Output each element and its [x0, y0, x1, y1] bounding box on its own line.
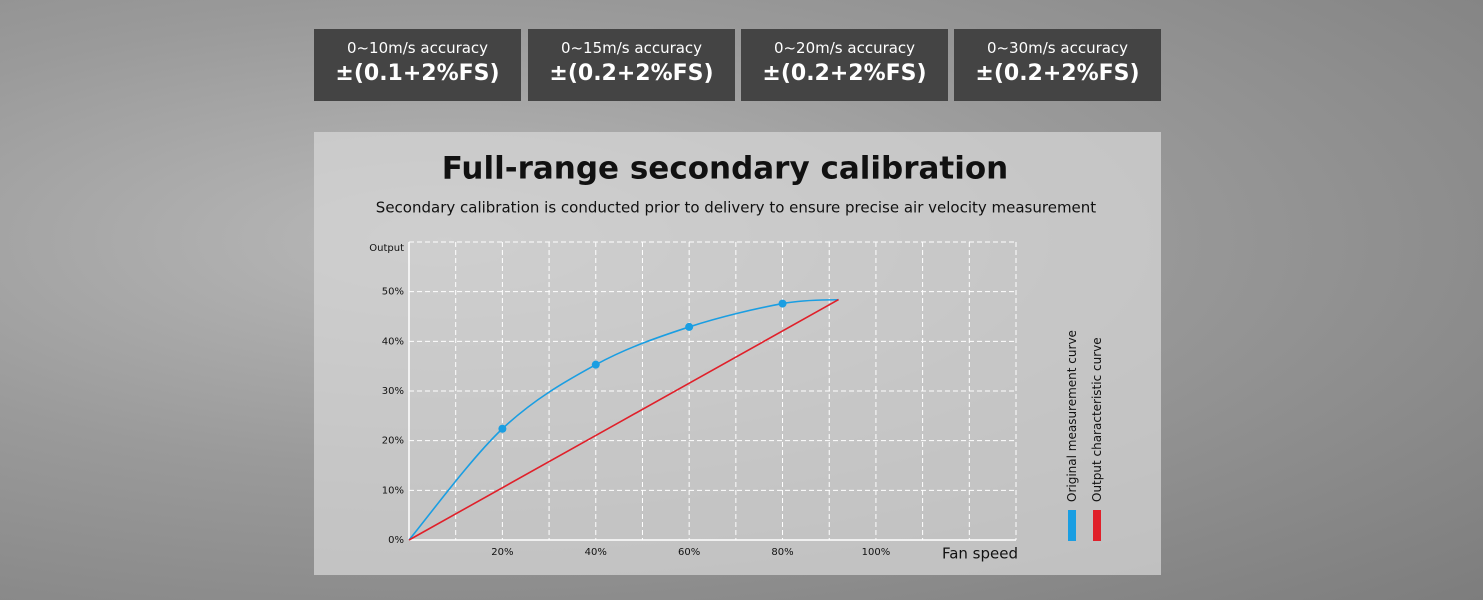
- x-axis-label: Fan speed: [942, 545, 1018, 563]
- legend-swatch: [1068, 510, 1076, 541]
- chart-panel: [314, 132, 1161, 575]
- y-tick-label: 40%: [382, 336, 404, 347]
- point: [685, 322, 694, 331]
- legend-label: Original measurement curve: [1065, 330, 1079, 502]
- y-axis-label: Output: [369, 243, 404, 254]
- accuracy-value: ±(0.2+2%FS): [549, 61, 714, 86]
- legend-swatch: [1093, 510, 1101, 541]
- y-tick-label: 50%: [382, 287, 404, 298]
- line: [408, 298, 839, 541]
- chart-subtitle: Secondary calibration is conducted prior…: [376, 199, 1096, 217]
- y-tick-label: 0%: [388, 535, 404, 546]
- accuracy-range: 0~10m/s accuracy: [346, 39, 489, 57]
- chart-title: Full-range secondary calibration: [442, 151, 1008, 187]
- y-tick-label: 20%: [382, 436, 404, 447]
- accuracy-value: ±(0.1+2%FS): [335, 61, 500, 86]
- point: [591, 360, 600, 369]
- legend-label: Output characteristic curve: [1090, 337, 1104, 502]
- x-tick-label: 80%: [771, 547, 793, 558]
- point: [778, 299, 787, 308]
- x-tick-label: 20%: [491, 547, 513, 558]
- accuracy-range: 0~30m/s accuracy: [986, 39, 1129, 57]
- y-tick-label: 30%: [382, 386, 404, 397]
- accuracy-value: ±(0.2+2%FS): [975, 61, 1140, 86]
- accuracy-box: 0~20m/s accuracy ±(0.2+2%FS): [741, 29, 948, 101]
- accuracy-box: 0~30m/s accuracy ±(0.2+2%FS): [954, 29, 1161, 101]
- accuracy-range: 0~15m/s accuracy: [560, 39, 703, 57]
- point: [498, 424, 507, 433]
- y-tick-label: 10%: [382, 485, 404, 496]
- x-tick-label: 100%: [862, 547, 891, 558]
- x-tick-label: 60%: [678, 547, 700, 558]
- accuracy-box: 0~15m/s accuracy ±(0.2+2%FS): [528, 29, 735, 101]
- accuracy-value: ±(0.2+2%FS): [762, 61, 927, 86]
- accuracy-range: 0~20m/s accuracy: [773, 39, 916, 57]
- x-tick-label: 40%: [585, 547, 607, 558]
- accuracy-box: 0~10m/s accuracy ±(0.1+2%FS): [314, 29, 521, 101]
